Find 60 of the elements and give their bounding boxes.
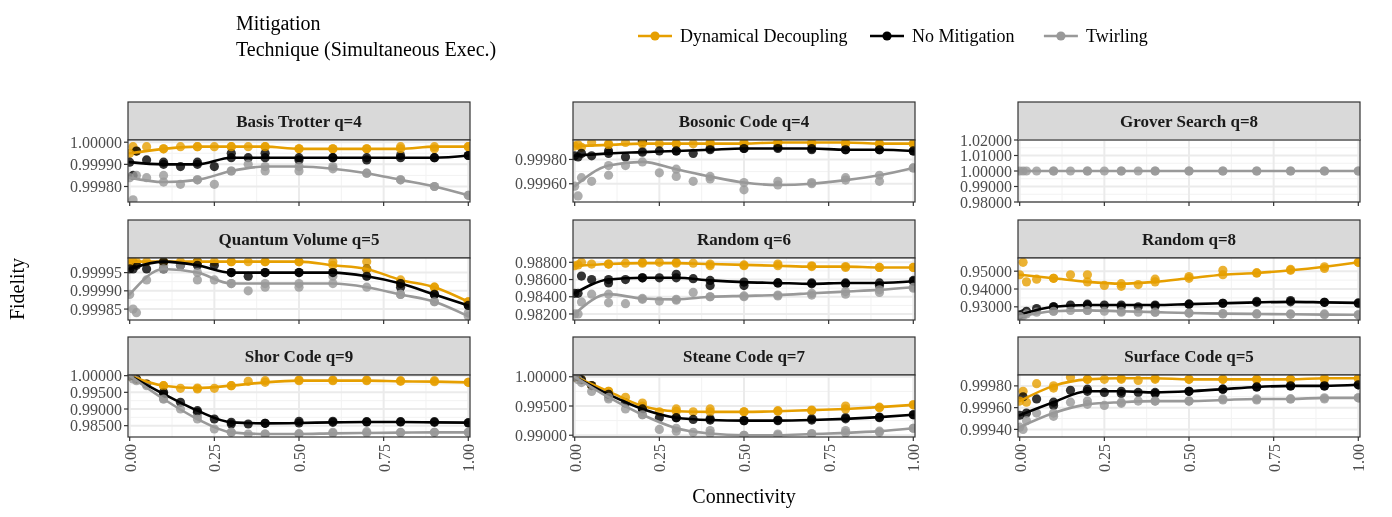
y-tick-label: 1.00000 — [515, 368, 567, 386]
x-tick-label: 1.00 — [1350, 444, 1368, 472]
x-tick-label: 0.75 — [820, 444, 838, 472]
y-tick-label: 1.02000 — [960, 131, 1012, 149]
x-tick-label: 0.50 — [736, 444, 753, 472]
y-tick-label: 0.98500 — [70, 417, 122, 435]
y-tick-label: 0.99500 — [515, 397, 567, 415]
y-tick-label: 0.99990 — [70, 282, 122, 300]
x-tick-label: 0.50 — [1181, 444, 1198, 472]
legend-label: Twirling — [1085, 26, 1148, 47]
chart-title: Quantum Volume q=5 — [218, 230, 380, 249]
x-tick-label: 1.00 — [460, 444, 478, 472]
y-tick-label: 1.00000 — [960, 162, 1012, 180]
y-tick-label: 0.95000 — [960, 262, 1012, 280]
chart-title: Surface Code q=5 — [1124, 347, 1254, 366]
y-tick-label: 0.99940 — [960, 420, 1012, 438]
y-tick-label: 0.98000 — [960, 193, 1012, 211]
chart-title: Bosonic Code q=4 — [678, 112, 810, 131]
legend-label: Dynamical Decoupling — [680, 26, 848, 47]
x-tick-label: 0.00 — [121, 444, 139, 472]
y-tick-label: 0.98600 — [515, 271, 567, 289]
x-tick-label: 0.25 — [651, 444, 669, 472]
y-tick-label: 0.99000 — [960, 178, 1012, 196]
x-tick-label: 0.75 — [1265, 444, 1283, 472]
y-tick-label: 0.99000 — [70, 400, 122, 418]
y-tick-label: 0.99995 — [70, 264, 122, 282]
y-tick-label: 0.94000 — [960, 280, 1012, 298]
chart-title: Random q=6 — [696, 230, 792, 249]
x-axis-title: Connectivity — [692, 485, 796, 508]
x-tick-label: 0.50 — [291, 444, 308, 472]
y-tick-label: 0.99985 — [70, 300, 122, 318]
y-tick-label: 0.99960 — [960, 399, 1012, 417]
x-tick-label: 0.25 — [206, 444, 224, 472]
x-tick-label: 0.25 — [1096, 444, 1114, 472]
chart-title: Random q=8 — [1141, 230, 1237, 249]
y-tick-label: 0.99980 — [960, 377, 1012, 395]
y-tick-label: 0.99500 — [70, 383, 122, 401]
y-tick-label: 0.98800 — [515, 253, 567, 271]
x-tick-label: 0.75 — [375, 444, 393, 472]
x-tick-label: 0.00 — [1011, 444, 1029, 472]
y-tick-label: 0.99990 — [70, 155, 122, 173]
y-tick-label: 0.93000 — [960, 298, 1012, 316]
chart-title: Shor Code q=9 — [244, 347, 354, 366]
y-tick-label: 0.99960 — [515, 175, 567, 193]
chart-title: Steane Code q=7 — [682, 347, 806, 366]
chart-title: Grover Search q=8 — [1119, 112, 1259, 131]
y-axis-title: Fidelity — [6, 257, 29, 321]
y-tick-label: 0.98200 — [515, 305, 567, 323]
legend-title: Mitigation Technique (Simultaneous Exec.) — [236, 12, 497, 61]
y-tick-label: 0.99980 — [515, 151, 567, 169]
chart-title: Basis Trotter q=4 — [236, 112, 363, 131]
y-tick-label: 0.99980 — [70, 178, 122, 196]
y-tick-label: 1.00000 — [70, 133, 122, 151]
y-tick-label: 0.98400 — [515, 288, 567, 306]
y-tick-label: 1.01000 — [960, 147, 1012, 165]
x-tick-label: 0.00 — [566, 444, 584, 472]
y-tick-label: 0.99000 — [515, 426, 567, 444]
x-tick-label: 1.00 — [905, 444, 923, 472]
y-tick-label: 1.00000 — [70, 367, 122, 385]
legend-label: No Mitigation — [912, 26, 1015, 47]
